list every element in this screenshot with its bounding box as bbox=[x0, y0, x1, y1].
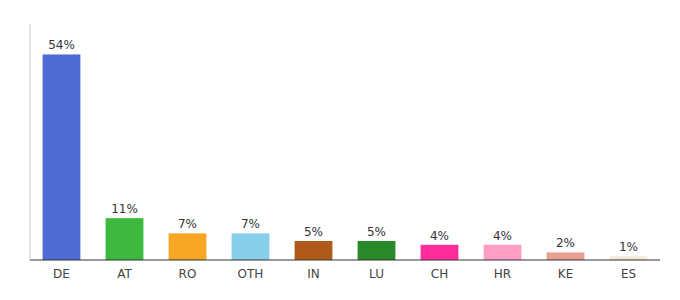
bar bbox=[295, 241, 333, 260]
data-label: 7% bbox=[241, 217, 260, 231]
data-label: 5% bbox=[304, 225, 323, 239]
data-label: 4% bbox=[430, 229, 449, 243]
x-tick-label: AT bbox=[117, 267, 132, 281]
data-label: 54% bbox=[48, 38, 75, 52]
data-label: 1% bbox=[619, 240, 638, 254]
labels: DE 54% AT 11% RO 7% OTH 7% IN 5% LU 5% CH 4% HR 4% KE 2% E… bbox=[48, 38, 638, 281]
bar bbox=[484, 245, 522, 260]
x-tick-label: LU bbox=[369, 267, 384, 281]
x-tick-label: ES bbox=[621, 267, 636, 281]
bar bbox=[106, 218, 144, 260]
data-label: 5% bbox=[367, 225, 386, 239]
bar bbox=[610, 256, 648, 260]
bar bbox=[232, 233, 270, 260]
x-tick-label: CH bbox=[431, 267, 448, 281]
x-tick-label: IN bbox=[307, 267, 320, 281]
bar bbox=[421, 245, 459, 260]
chart: DE 54% AT 11% RO 7% OTH 7% IN 5% LU 5% CH 4% HR 4% KE 2% E… bbox=[0, 0, 680, 300]
y-axis-line bbox=[30, 24, 31, 260]
bar bbox=[358, 241, 396, 260]
chart-container: DE 54% AT 11% RO 7% OTH 7% IN 5% LU 5% CH 4% HR 4% KE 2% E… bbox=[0, 0, 680, 300]
bar bbox=[43, 54, 81, 260]
data-label: 7% bbox=[178, 217, 197, 231]
x-tick-label: KE bbox=[558, 267, 573, 281]
bar bbox=[547, 252, 585, 260]
data-label: 2% bbox=[556, 236, 575, 250]
x-tick-label: OTH bbox=[238, 267, 264, 281]
x-tick-label: HR bbox=[494, 267, 511, 281]
bars bbox=[43, 54, 648, 260]
data-label: 4% bbox=[493, 229, 512, 243]
x-tick-label: RO bbox=[179, 267, 197, 281]
x-tick-label: DE bbox=[53, 267, 70, 281]
x-axis-line bbox=[30, 260, 660, 261]
data-label: 11% bbox=[111, 202, 138, 216]
bar bbox=[169, 233, 207, 260]
